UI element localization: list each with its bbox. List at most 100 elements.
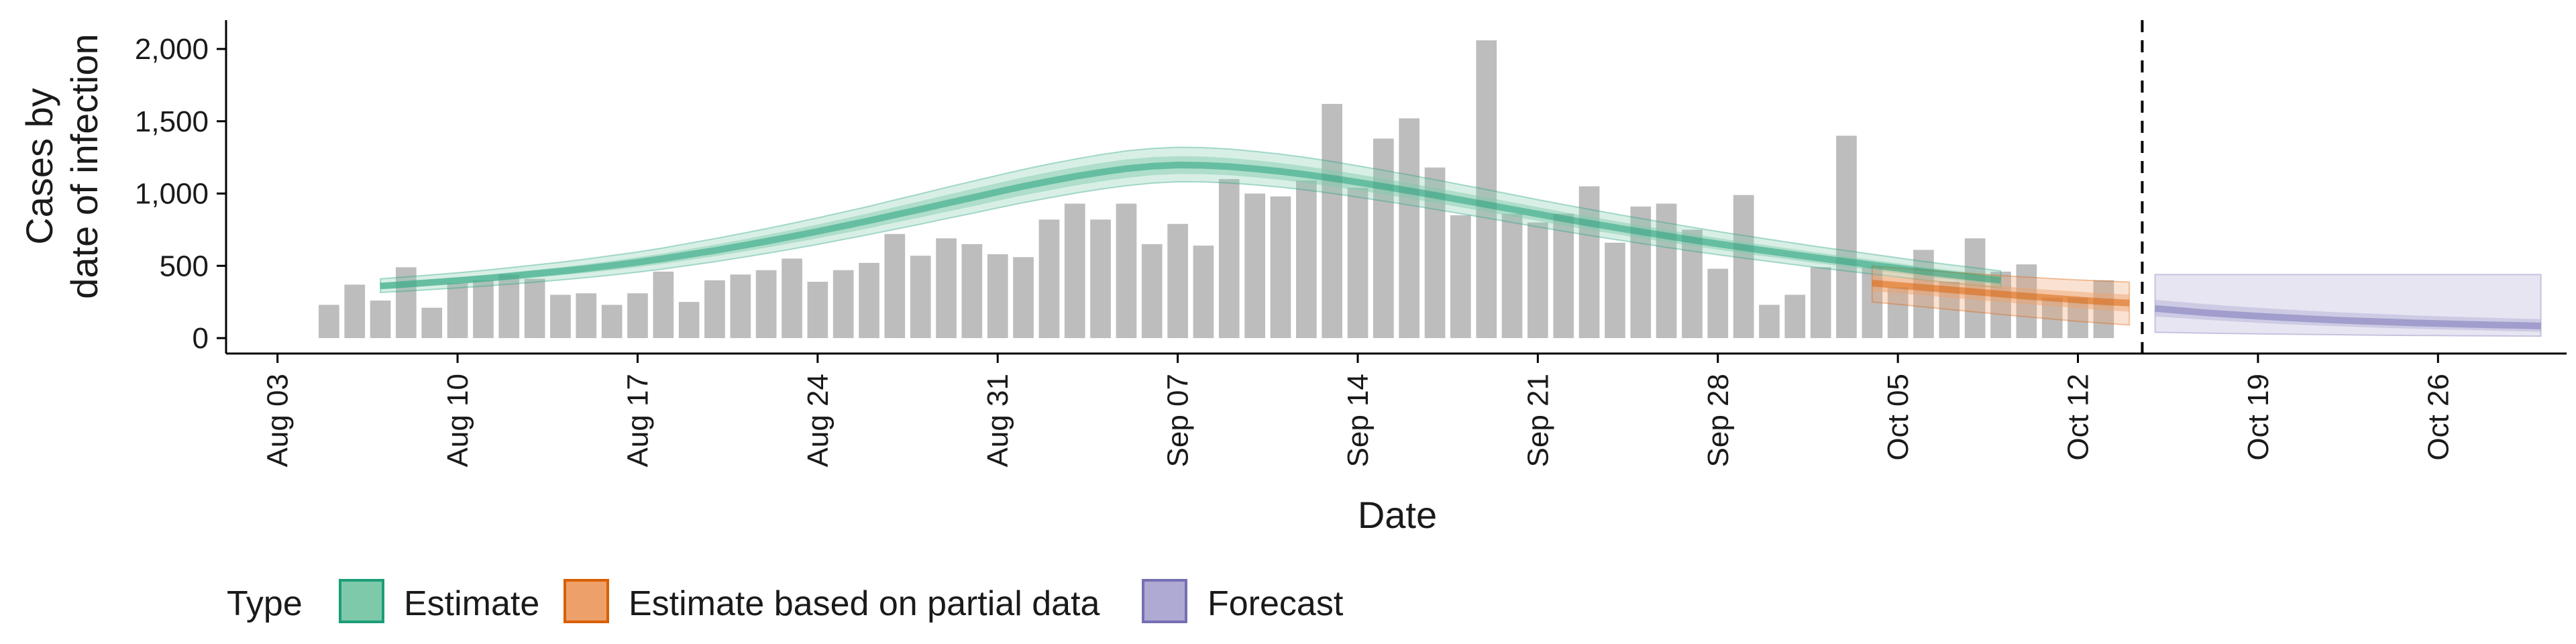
- y-axis-title-line-2: date of infection: [63, 34, 105, 299]
- x-tick-label: Aug 24: [802, 374, 835, 467]
- reported-cases-bar: [1064, 203, 1085, 338]
- reported-cases-bar: [1501, 213, 1523, 338]
- legend-key-forecast: [1142, 579, 1187, 623]
- legend: Type Estimate Estimate based on partial …: [227, 579, 1344, 623]
- y-tick-label: 500: [160, 250, 209, 282]
- reported-cases-bar: [961, 244, 983, 338]
- estimate-based-on-partial-data-median-line: [1872, 280, 2130, 307]
- reported-cases-bar: [1682, 229, 1703, 338]
- x-tick-label: Aug 10: [441, 374, 474, 467]
- reported-cases-bar: [987, 254, 1008, 338]
- reported-cases-bar: [1322, 103, 1342, 338]
- reported-cases-bar: [447, 283, 468, 338]
- reported-cases-bar: [1836, 136, 1857, 339]
- y-tick-label: 2,000: [135, 33, 209, 66]
- estimate-median-lines: [380, 162, 2541, 329]
- reported-cases-bar: [859, 262, 879, 338]
- legend-label-estimate: Estimate: [404, 584, 539, 623]
- reported-cases-bar: [1887, 287, 1909, 338]
- reported-cases-bar: [1167, 223, 1188, 338]
- x-tick-label: Oct 12: [2062, 374, 2095, 461]
- reported-cases-bar: [1784, 294, 1806, 338]
- x-tick-label: Sep 21: [1521, 374, 1554, 467]
- x-tick-label: Aug 31: [981, 374, 1014, 467]
- reported-cases-bar: [1347, 187, 1368, 338]
- reported-cases-bar: [936, 238, 957, 338]
- legend-key-estimate: [339, 579, 384, 623]
- reported-cases-bar: [1656, 203, 1677, 338]
- x-tick-label: Aug 03: [262, 374, 294, 467]
- reported-cases-bar: [627, 293, 648, 338]
- estimate-median-line: [380, 162, 2002, 290]
- reported-cases-bar: [550, 294, 571, 338]
- legend-title: Type: [227, 584, 303, 623]
- x-tick-label: Sep 14: [1342, 374, 1375, 467]
- reported-cases-bar: [1013, 257, 1034, 338]
- legend-key-partial: [564, 579, 609, 623]
- reported-cases-bar: [1270, 196, 1291, 338]
- legend-label-forecast: Forecast: [1208, 584, 1344, 623]
- y-tick-label: 1,500: [135, 105, 209, 138]
- reported-cases-bar: [730, 274, 751, 338]
- reported-cases-bar: [1218, 178, 1240, 338]
- reported-cases-bar: [807, 282, 828, 338]
- reported-cases-bar: [1116, 203, 1137, 338]
- reported-cases-bar: [704, 280, 725, 338]
- reported-cases-bar: [2041, 297, 2063, 338]
- reported-cases-bar: [2068, 297, 2088, 338]
- x-axis-ticks: Aug 03 Aug 10 Aug 17 Aug 24 Aug 31 Sep 07 Sep …: [262, 354, 2455, 467]
- x-tick-label: Oct 26: [2422, 374, 2455, 461]
- reported-cases-bar: [1399, 118, 1419, 338]
- reported-cases-bar: [1810, 267, 1831, 338]
- reported-cases-bar: [1553, 213, 1574, 338]
- reported-cases-bar: [910, 256, 931, 338]
- reported-cases-bar: [576, 293, 597, 338]
- reported-cases-bar: [601, 305, 623, 338]
- y-tick-label: 1,000: [135, 178, 209, 211]
- reported-cases-bar: [1733, 195, 1754, 338]
- reported-cases-bar: [782, 258, 802, 338]
- reported-cases-bars: [319, 40, 2114, 339]
- estimate-outer-band: [380, 146, 2002, 294]
- reported-cases-bar: [421, 307, 443, 338]
- reported-cases-bar: [2093, 280, 2114, 338]
- y-axis-title-line-1: Cases by: [18, 88, 60, 244]
- x-tick-label: Aug 17: [622, 374, 655, 467]
- reported-cases-bar: [1759, 305, 1780, 338]
- x-tick-label: Oct 19: [2242, 374, 2275, 461]
- reported-cases-bar: [1707, 268, 1729, 338]
- reported-cases-bar: [653, 271, 674, 338]
- reported-cases-bar: [1450, 215, 1471, 338]
- reported-cases-bar: [833, 270, 854, 338]
- reported-cases-bar: [344, 284, 366, 338]
- reported-cases-bar: [1862, 267, 1883, 338]
- reported-cases-bar: [319, 305, 339, 338]
- reported-cases-bar: [1476, 40, 1497, 338]
- reported-cases-bar: [473, 280, 494, 338]
- reported-cases-bar: [370, 301, 391, 338]
- reported-cases-bar: [1605, 242, 1625, 338]
- reported-cases-bar: [1578, 186, 1600, 338]
- x-tick-label: Sep 28: [1702, 374, 1735, 467]
- reported-cases-bar: [396, 267, 417, 338]
- reported-cases-bar: [678, 302, 700, 338]
- x-tick-label: Sep 07: [1162, 374, 1195, 467]
- reported-cases-bar: [1373, 138, 1394, 338]
- reported-cases-bar: [884, 233, 906, 338]
- x-axis-title: Date: [1358, 494, 1437, 536]
- reported-cases-bar: [498, 274, 520, 338]
- reported-cases-bar: [1527, 222, 1548, 338]
- reported-cases-bar: [1038, 219, 1060, 338]
- reported-cases-bar: [1296, 180, 1317, 338]
- reported-cases-bar: [1244, 193, 1265, 338]
- reported-cases-bar: [2016, 264, 2037, 338]
- y-axis-ticks: 0 500 1,000 1,500 2,000: [135, 33, 226, 355]
- reported-cases-bar: [755, 270, 777, 338]
- reported-cases-bar: [1141, 244, 1163, 338]
- reported-cases-bar: [1193, 246, 1214, 338]
- forecast-median-line: [2155, 305, 2541, 329]
- reported-cases-bar: [1090, 219, 1111, 338]
- y-tick-label: 0: [193, 322, 209, 355]
